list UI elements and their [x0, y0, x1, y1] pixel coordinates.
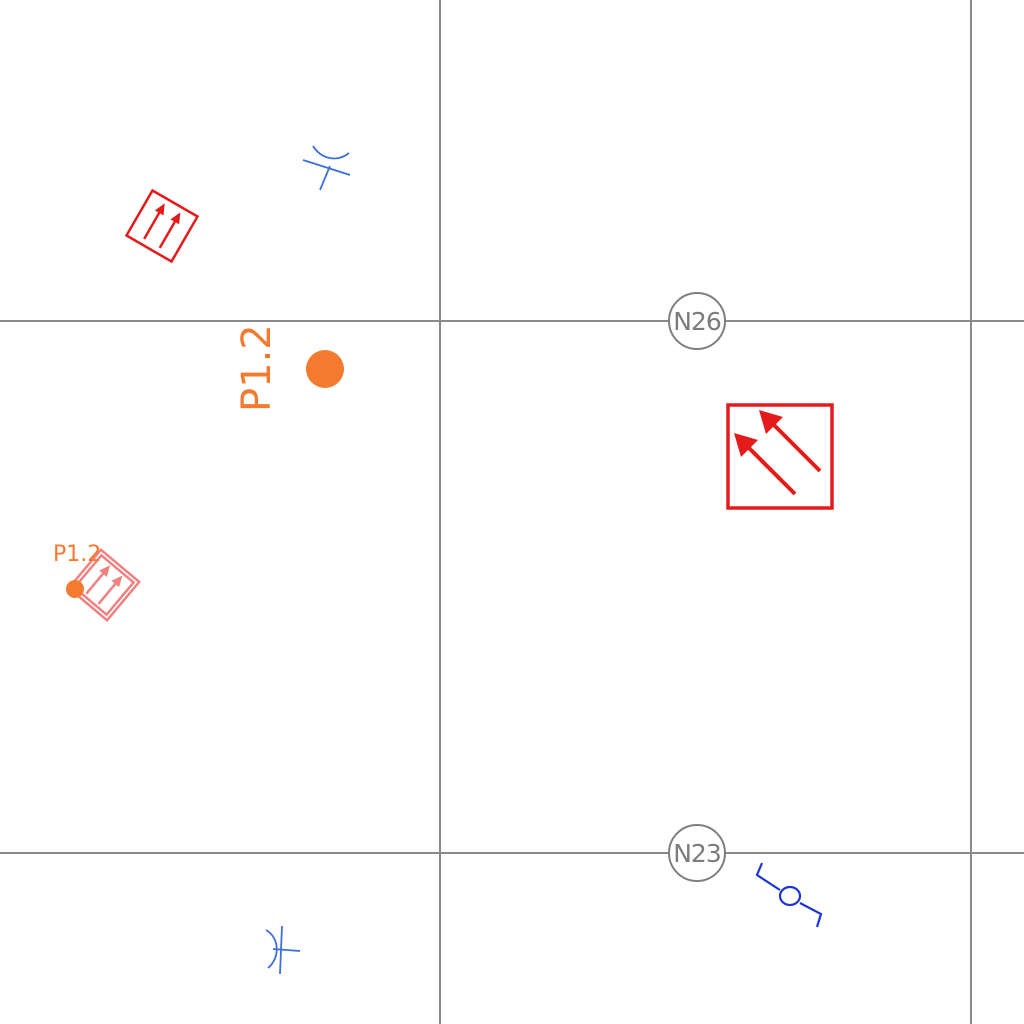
node-circle-icon	[668, 292, 726, 350]
arrow-head-icon	[154, 203, 165, 216]
blue-junction-symbol-icon[interactable]	[302, 145, 351, 191]
sign-frame	[67, 548, 141, 622]
orange-point-marker-icon	[66, 580, 84, 598]
valve-left-arm	[755, 862, 781, 891]
arrow-shaft-icon	[158, 219, 177, 249]
valve-body-icon	[778, 885, 802, 907]
point-label-small: P1.2	[53, 542, 101, 567]
arrow-head-icon	[170, 212, 181, 225]
road-direction-arrows-sign-faded-icon[interactable]	[67, 548, 141, 622]
arrow-shaft-icon	[85, 571, 106, 595]
arrow-shaft-icon	[743, 442, 797, 496]
arrow-head-icon	[759, 410, 783, 434]
blue-junction-symbol-icon[interactable]	[265, 925, 301, 975]
arrow-head-icon	[99, 565, 111, 577]
arrow-head-icon	[734, 433, 758, 457]
point-marker-large[interactable]: P1.2	[234, 324, 344, 412]
blue-valve-symbol-icon[interactable]	[755, 862, 823, 928]
point-marker-small[interactable]: P1.2	[53, 542, 101, 598]
node-marker-n26[interactable]: N26	[668, 292, 726, 350]
sign-frame-inner	[72, 553, 136, 617]
blue-junction-arc	[312, 145, 350, 160]
road-direction-arrows-sign-small-icon[interactable]	[124, 188, 200, 264]
node-label-n26: N26	[673, 307, 721, 336]
point-label-large: P1.2	[234, 324, 280, 412]
arrow-shaft-icon	[143, 210, 162, 240]
node-circle-icon	[668, 824, 726, 882]
sign-frame	[726, 403, 834, 510]
node-label-n23: N23	[673, 839, 721, 868]
arrow-shaft-icon	[97, 581, 118, 605]
arrow-head-icon	[111, 575, 123, 588]
blue-junction-line	[302, 159, 351, 176]
blue-junction-arc	[265, 929, 278, 969]
valve-right-arm	[799, 902, 823, 928]
road-direction-arrows-sign-icon[interactable]	[726, 403, 834, 510]
blue-junction-tail	[272, 948, 301, 952]
orange-point-marker-icon	[306, 350, 344, 388]
node-marker-n23[interactable]: N23	[668, 824, 726, 882]
blue-junction-tail	[319, 165, 331, 191]
sign-frame	[124, 188, 200, 264]
arrow-shaft-icon	[768, 419, 822, 473]
